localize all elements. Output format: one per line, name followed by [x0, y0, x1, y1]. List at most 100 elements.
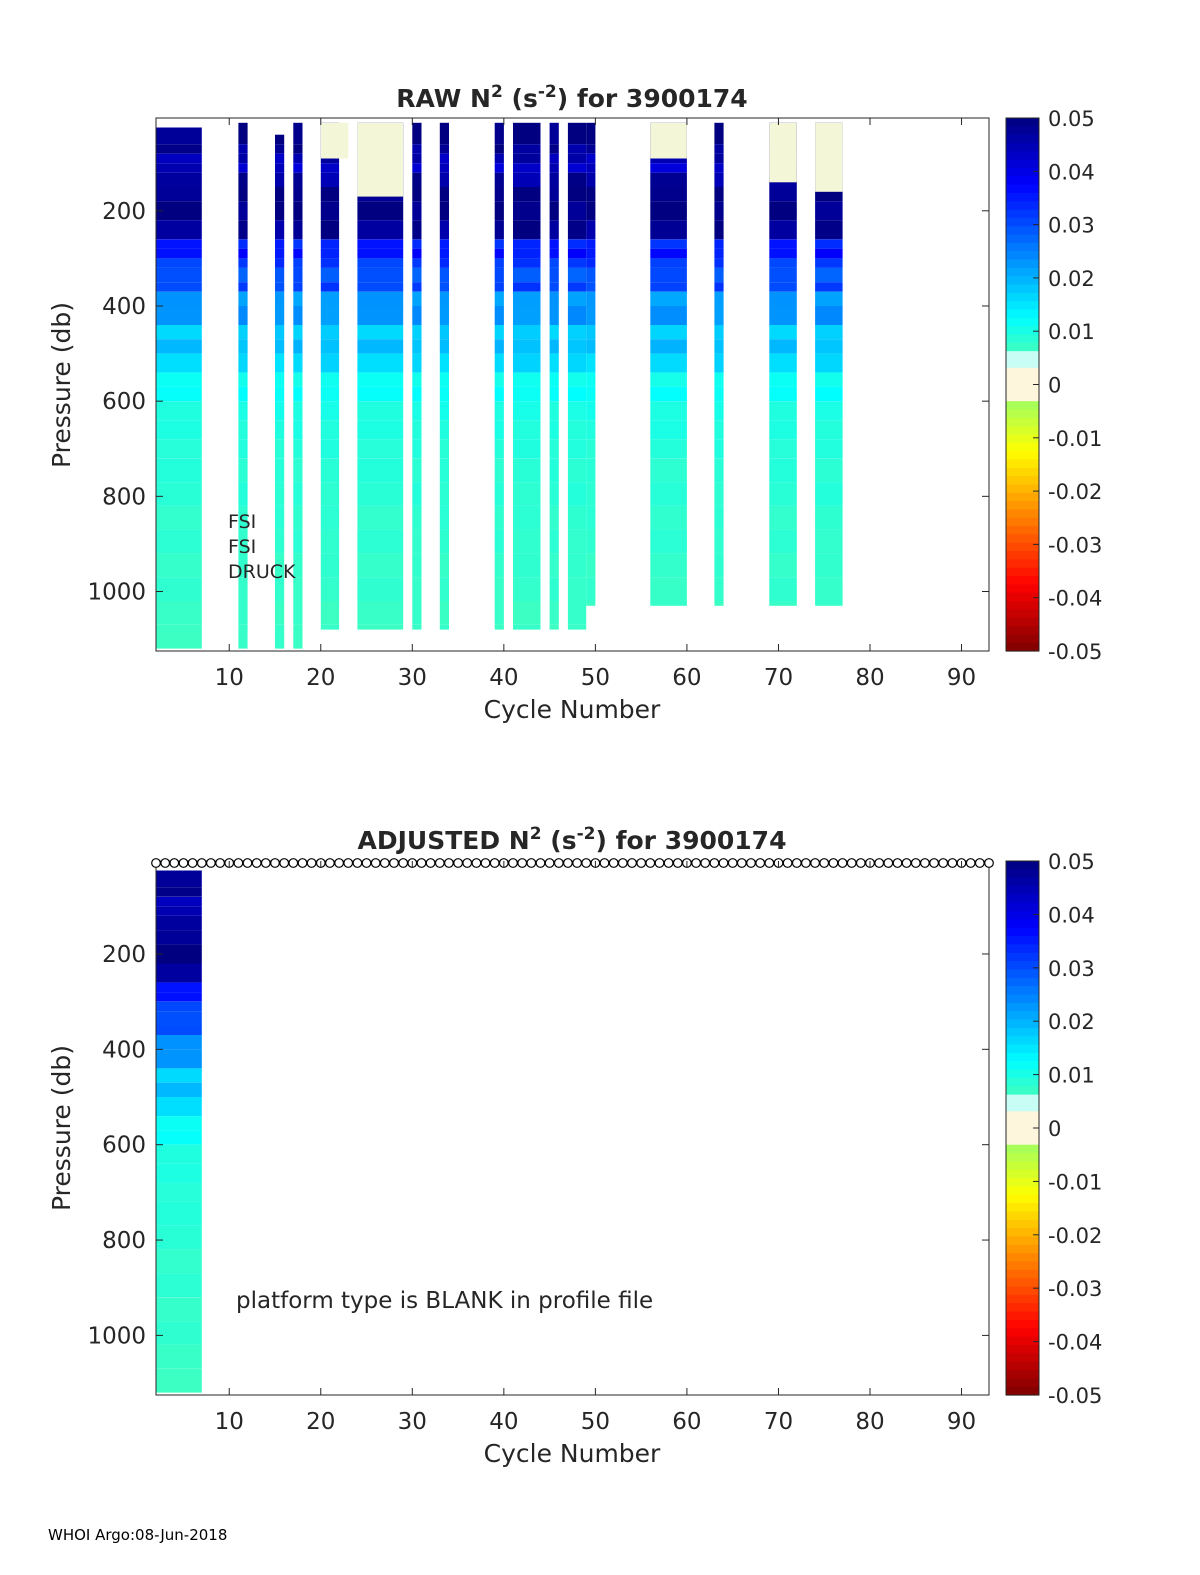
heatmap-cell — [567, 420, 587, 440]
heatmap-cell — [439, 187, 449, 202]
heatmap-cell — [714, 306, 724, 325]
heatmap-cell — [439, 291, 449, 306]
heatmap-cell — [238, 420, 248, 440]
heatmap-cell — [513, 624, 541, 630]
heatmap-cell — [513, 339, 541, 354]
heatmap-cell — [238, 529, 248, 554]
adjusted-y-label: Pressure (db) — [47, 1045, 76, 1211]
heatmap-cell — [357, 325, 404, 340]
heatmap-cell — [156, 1273, 202, 1298]
colorbar-swatch — [1006, 1111, 1039, 1121]
heatmap-cell — [238, 458, 248, 483]
heatmap-cell — [412, 187, 422, 202]
heatmap-cell — [357, 482, 404, 506]
adjusted-panel: ADJUSTED N2 (s-2) for 3900174 10 20 30 40 50… — [47, 824, 1102, 1468]
heatmap-cell — [567, 248, 587, 259]
heatmap-cell — [238, 482, 248, 506]
heatmap-cell — [769, 248, 797, 259]
heatmap-cell — [238, 291, 248, 306]
x-tick-label: 80 — [855, 1409, 884, 1435]
flag-marker — [846, 858, 857, 868]
heatmap-cell — [567, 291, 587, 306]
heatmap-cell — [567, 624, 587, 630]
colorbar-swatch — [1006, 1211, 1039, 1221]
heatmap-cell — [156, 1182, 202, 1202]
colorbar-swatch — [1006, 217, 1039, 227]
adjusted-y-axis: 200 400 600 800 1000 — [87, 942, 989, 1349]
adjusted-title: ADJUSTED N2 (s-2) for 3900174 — [358, 824, 787, 855]
heatmap-cell — [156, 553, 202, 578]
heatmap-cell — [549, 601, 559, 625]
raw-y-axis: 200 400 600 800 1000 — [87, 199, 989, 606]
colorbar-swatch — [1006, 1027, 1039, 1037]
heatmap-cell — [769, 201, 797, 221]
colorbar-swatch — [1006, 584, 1039, 594]
heatmap-cell — [156, 1201, 202, 1226]
heatmap-cell — [494, 172, 504, 187]
heatmap-cell — [714, 420, 724, 440]
heatmap-cell — [357, 282, 404, 292]
colorbar-swatch — [1006, 1161, 1039, 1171]
y-tick-label: 800 — [102, 484, 146, 510]
heatmap-cell — [156, 220, 202, 240]
heatmap-cell — [567, 482, 587, 506]
heatmap-cell — [650, 601, 687, 606]
heatmap-cell — [650, 248, 687, 259]
heatmap-cell — [586, 401, 596, 421]
heatmap-cell — [156, 239, 202, 249]
colorbar-swatch — [1006, 259, 1039, 269]
heatmap-cell — [513, 529, 541, 554]
heatmap-cell — [769, 386, 797, 402]
heatmap-cell — [769, 353, 797, 373]
colorbar-tick-label: -0.05 — [1048, 1384, 1102, 1408]
heatmap-cell — [275, 529, 285, 554]
heatmap-cell — [650, 187, 687, 202]
colorbar-swatch — [1006, 1328, 1039, 1338]
heatmap-cell — [494, 420, 504, 440]
flag-marker — [279, 858, 290, 868]
heatmap-cell — [293, 267, 303, 283]
colorbar-swatch — [1006, 534, 1039, 544]
flag-marker — [965, 858, 976, 868]
colorbar-swatch — [1006, 384, 1039, 394]
heatmap-cell — [275, 601, 285, 625]
heatmap-cell — [357, 291, 404, 306]
colorbar-swatch — [1006, 342, 1039, 352]
flag-marker — [444, 858, 454, 868]
colorbar-swatch — [1006, 417, 1039, 427]
heatmap-cell — [815, 458, 843, 483]
heatmap-cell — [586, 267, 596, 283]
heatmap-cell — [238, 601, 248, 625]
colorbar-swatch — [1006, 242, 1039, 252]
heatmap-cell — [513, 258, 541, 268]
flag-marker — [334, 858, 345, 868]
heatmap-cell — [650, 439, 687, 459]
flag-marker — [462, 858, 473, 868]
heatmap-cell — [549, 553, 559, 578]
colorbar-swatch — [1006, 251, 1039, 261]
heatmap-cell — [156, 1025, 202, 1035]
heatmap-cell — [357, 386, 404, 402]
heatmap-cell — [412, 172, 422, 187]
heatmap-cell — [714, 577, 724, 601]
heatmap-cell — [412, 325, 422, 340]
heatmap-cell — [513, 577, 541, 601]
adjusted-x-label: Cycle Number — [484, 1439, 661, 1468]
colorbar-swatch — [1006, 1153, 1039, 1162]
colorbar-swatch — [1006, 1011, 1039, 1021]
heatmap-cell — [650, 372, 687, 387]
heatmap-cell — [275, 553, 285, 578]
heatmap-cell — [238, 172, 248, 187]
x-tick-label: 50 — [581, 665, 610, 691]
heatmap-cell — [714, 339, 724, 354]
colorbar-swatch — [1006, 192, 1039, 202]
heatmap-cell — [769, 220, 797, 240]
heatmap-cell — [156, 258, 202, 268]
heatmap-cell — [650, 420, 687, 440]
heatmap-cell — [275, 172, 285, 187]
heatmap-cell — [156, 291, 202, 306]
heatmap-cell — [714, 201, 724, 221]
heatmap-cell — [320, 505, 340, 530]
heatmap-cell — [357, 239, 404, 249]
heatmap-cell — [549, 239, 559, 249]
